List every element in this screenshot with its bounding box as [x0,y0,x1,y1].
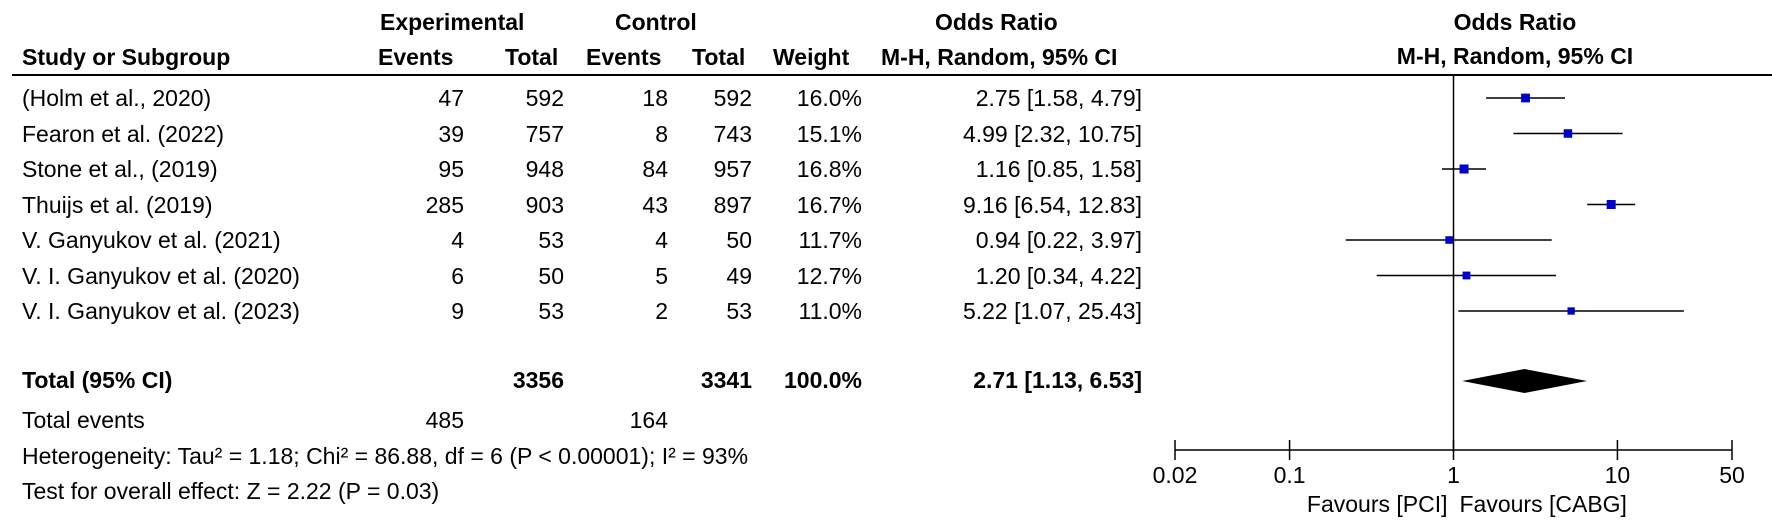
plot-header: Odds Ratio [1454,9,1577,35]
row-5-ctl-events: 4 [655,227,668,253]
row-1-weight: 16.0% [796,85,862,111]
study-marker-6 [1462,271,1471,280]
study-marker-4 [1606,199,1616,210]
row-1-ctl-events: 18 [642,85,668,111]
row-6-ctl-total: 49 [726,262,752,289]
study-marker-7 [1567,307,1575,315]
row-7-or-ci: 5.22 [1.07, 25.43] [962,298,1142,324]
row-5-study: V. Ganyukov et al. (2021) [22,227,281,253]
row-5-or-ci: 0.94 [0.22, 3.97] [975,227,1142,253]
row-6-weight: 12.7% [796,262,862,289]
row-5-weight: 11.7% [798,227,862,253]
row-2-study: Fearon et al. (2022) [22,120,225,147]
row-5-exp-events: 4 [451,227,464,253]
study-marker-2 [1563,129,1573,138]
row-3-study: Stone et al., (2019) [22,156,218,182]
row-2-ctl-total: 743 [713,120,752,147]
row-3-exp-total: 948 [525,156,564,182]
header-odds-ratio: Odds Ratio [935,9,1058,35]
overall-effect-text: Test for overall effect: Z = 2.22 (P = 0… [22,478,440,504]
study-marker-5 [1445,236,1453,244]
x-tick-label-5: 50 [1719,462,1745,488]
header-ctl-total: Total [692,44,746,70]
heterogeneity-text: Heterogeneity: Tau² = 1.18; Chi² = 86.88… [22,443,749,469]
total-ctl-total: 3341 [700,367,752,393]
row-3-weight: 16.8% [796,156,862,182]
row-7-ctl-events: 2 [655,298,668,324]
row-7-ctl-total: 53 [726,298,752,324]
row-4-exp-events: 285 [425,191,464,218]
row-2-weight: 15.1% [796,120,862,147]
total-weight: 100.0% [783,367,862,393]
study-marker-1 [1521,93,1530,103]
row-4-exp-total: 903 [525,191,564,218]
header-weight: Weight [773,44,850,70]
total-events-exp: 485 [425,407,464,433]
row-1-or-ci: 2.75 [1.58, 4.79] [975,85,1142,111]
row-6-exp-total: 50 [538,262,564,289]
row-3-or-ci: 1.16 [0.85, 1.58] [975,156,1142,182]
row-1-exp-total: 592 [525,85,564,111]
row-3-ctl-events: 84 [642,156,668,182]
row-1-study: (Holm et al., 2020) [22,85,212,111]
header-experimental: Experimental [380,9,525,35]
header-exp-total: Total [505,44,559,70]
row-4-or-ci: 9.16 [6.54, 12.83] [962,191,1142,218]
row-7-exp-total: 53 [538,298,564,324]
x-tick-label-4: 10 [1605,462,1631,488]
total-exp-total: 3356 [512,367,564,393]
total-label: Total (95% CI) [22,367,173,393]
favours-left-label: Favours [PCI] [1307,491,1448,517]
row-7-exp-events: 9 [451,298,464,324]
plot-subheader: M-H, Random, 95% CI [1397,43,1633,69]
row-1-ctl-total: 592 [713,85,752,111]
row-2-or-ci: 4.99 [2.32, 10.75] [962,120,1142,147]
row-4-weight: 16.7% [796,191,862,218]
row-6-ctl-events: 5 [655,262,668,289]
row-2-exp-total: 757 [525,120,564,147]
row-4-study: Thuijs et al. (2019) [22,191,213,218]
row-4-ctl-total: 897 [713,191,752,218]
row-6-study: V. I. Ganyukov et al. (2020) [22,262,300,289]
header-or-ci: M-H, Random, 95% CI [881,44,1118,70]
header-rule [12,74,1772,76]
row-6-or-ci: 1.20 [0.34, 4.22] [975,262,1142,289]
total-or-ci: 2.71 [1.13, 6.53] [973,367,1142,393]
total-events-ctl: 164 [629,407,668,433]
header-study: Study or Subgroup [22,44,231,70]
row-5-exp-total: 53 [538,227,564,253]
x-tick-label-2: 0.1 [1274,462,1306,488]
x-tick-label-1: 0.02 [1153,462,1198,488]
favours-right-label: Favours [CABG] [1460,491,1627,517]
pooled-diamond [1462,369,1588,393]
row-2-ctl-events: 8 [655,120,668,147]
row-5-ctl-total: 50 [726,227,752,253]
row-2-exp-events: 39 [438,120,464,147]
header-exp-events: Events [378,44,454,70]
header-ctl-events: Events [586,44,662,70]
x-tick-label-3: 1 [1447,462,1460,488]
row-1-exp-events: 47 [438,85,464,111]
row-4-ctl-events: 43 [642,191,668,218]
row-3-exp-events: 95 [438,156,464,182]
total-events-label: Total events [22,407,145,433]
header-control: Control [615,9,697,35]
row-6-exp-events: 6 [451,262,464,289]
row-7-weight: 11.0% [798,298,862,324]
study-marker-3 [1459,164,1469,174]
row-3-ctl-total: 957 [713,156,752,182]
row-7-study: V. I. Ganyukov et al. (2023) [22,298,300,324]
